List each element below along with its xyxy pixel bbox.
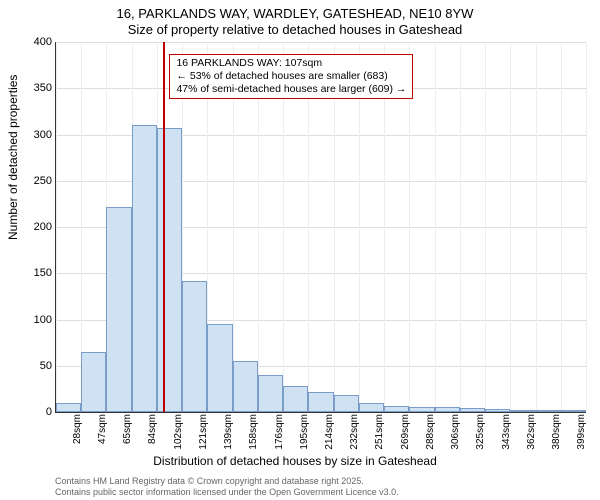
gridline-v <box>485 42 486 412</box>
plot-area: 05010015020025030035040028sqm47sqm65sqm8… <box>55 42 586 413</box>
x-tick-label: 380sqm <box>551 414 562 450</box>
chart-container: 16, PARKLANDS WAY, WARDLEY, GATESHEAD, N… <box>0 0 600 500</box>
y-tick-label: 300 <box>34 129 52 141</box>
histogram-bar <box>409 407 434 412</box>
histogram-bar <box>485 409 510 412</box>
marker-line <box>163 42 165 412</box>
histogram-bar <box>384 406 409 412</box>
annotation-box: 16 PARKLANDS WAY: 107sqm← 53% of detache… <box>169 54 413 99</box>
annotation-line: ← 53% of detached houses are smaller (68… <box>176 70 406 83</box>
histogram-bar <box>435 407 460 412</box>
x-tick-label: 251sqm <box>374 414 385 450</box>
x-tick-label: 214sqm <box>324 414 335 450</box>
x-tick-label: 288sqm <box>425 414 436 450</box>
histogram-bar <box>460 408 485 412</box>
x-tick-label: 158sqm <box>248 414 259 450</box>
y-tick-label: 0 <box>46 406 52 418</box>
gridline-v <box>56 42 57 412</box>
histogram-bar <box>359 403 384 412</box>
histogram-bar <box>334 395 359 412</box>
y-tick-label: 200 <box>34 221 52 233</box>
x-tick-label: 306sqm <box>450 414 461 450</box>
x-tick-label: 121sqm <box>198 414 209 450</box>
histogram-bar <box>182 281 207 412</box>
histogram-bar <box>233 361 258 412</box>
histogram-bar <box>258 375 283 412</box>
gridline-v <box>510 42 511 412</box>
histogram-bar <box>561 410 586 412</box>
x-axis-label: Distribution of detached houses by size … <box>0 454 590 468</box>
x-tick-label: 84sqm <box>147 414 158 444</box>
x-tick-label: 399sqm <box>576 414 587 450</box>
x-tick-label: 47sqm <box>97 414 108 444</box>
histogram-bar <box>106 207 131 412</box>
annotation-line: 16 PARKLANDS WAY: 107sqm <box>176 57 406 70</box>
credits-line-2: Contains public sector information licen… <box>55 487 399 498</box>
y-tick-label: 400 <box>34 36 52 48</box>
gridline-v <box>435 42 436 412</box>
x-tick-label: 28sqm <box>72 414 83 444</box>
y-tick-label: 250 <box>34 175 52 187</box>
gridline-v <box>536 42 537 412</box>
histogram-bar <box>536 410 561 412</box>
histogram-bar <box>308 392 333 412</box>
x-tick-label: 343sqm <box>501 414 512 450</box>
x-tick-label: 195sqm <box>299 414 310 450</box>
gridline-h <box>56 42 586 43</box>
title-line-2: Size of property relative to detached ho… <box>0 22 590 37</box>
gridline-v <box>561 42 562 412</box>
y-tick-label: 50 <box>40 360 52 372</box>
histogram-bar <box>132 125 157 412</box>
x-tick-label: 269sqm <box>400 414 411 450</box>
gridline-v <box>460 42 461 412</box>
annotation-line: 47% of semi-detached houses are larger (… <box>176 83 406 96</box>
y-tick-label: 100 <box>34 314 52 326</box>
y-tick-label: 350 <box>34 82 52 94</box>
histogram-bar <box>157 128 182 412</box>
x-tick-label: 362sqm <box>526 414 537 450</box>
x-tick-label: 232sqm <box>349 414 360 450</box>
histogram-bar <box>283 386 308 412</box>
x-tick-label: 325sqm <box>475 414 486 450</box>
y-tick-label: 150 <box>34 267 52 279</box>
histogram-bar <box>510 410 535 412</box>
x-tick-label: 176sqm <box>274 414 285 450</box>
credits: Contains HM Land Registry data © Crown c… <box>55 476 399 498</box>
credits-line-1: Contains HM Land Registry data © Crown c… <box>55 476 399 487</box>
histogram-bar <box>207 324 232 412</box>
histogram-bar <box>56 403 81 412</box>
x-tick-label: 65sqm <box>122 414 133 444</box>
title-line-1: 16, PARKLANDS WAY, WARDLEY, GATESHEAD, N… <box>0 6 590 21</box>
x-tick-label: 139sqm <box>223 414 234 450</box>
gridline-v <box>586 42 587 412</box>
y-axis-label: Number of detached properties <box>6 75 20 240</box>
x-tick-label: 102sqm <box>173 414 184 450</box>
histogram-bar <box>81 352 106 412</box>
